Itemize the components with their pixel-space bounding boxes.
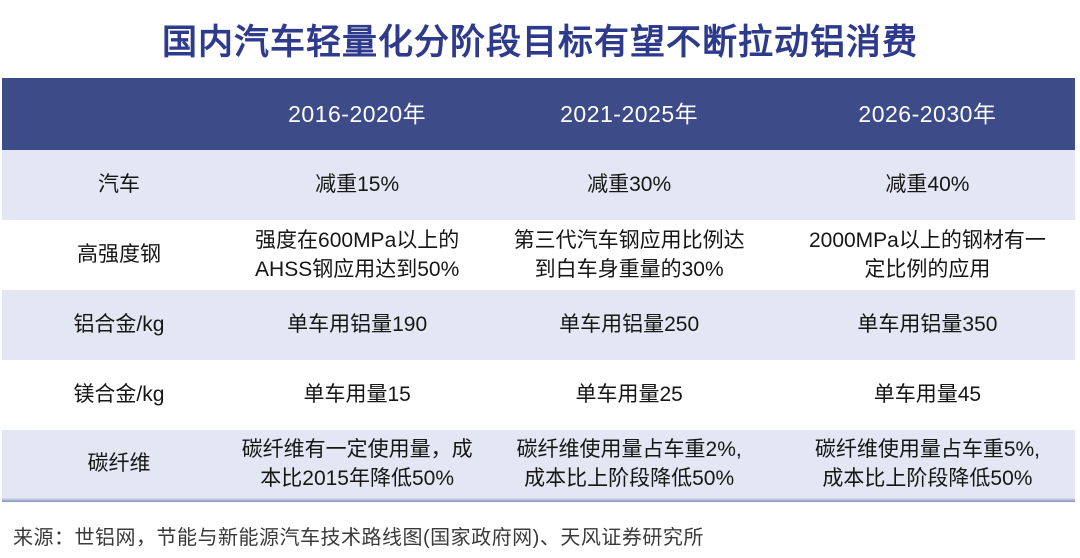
source-note: 来源：世铝网，节能与新能源汽车技术路线图(国家政府网)、天风证券研究所: [13, 527, 704, 549]
table-bottom-rule: [2, 498, 1075, 502]
table-cell: 碳纤维有一定使用量，成 本比2015年降低50%: [241, 437, 473, 490]
table-cell: 减重30%: [587, 173, 672, 197]
column-header-blank: [2, 78, 236, 150]
row-label-carbon-fiber: 碳纤维: [87, 452, 151, 476]
table-row-automobile: 汽车 减重15% 减重30% 减重40%: [2, 150, 1075, 220]
column-header-2016-2020: 2016-2020年: [288, 100, 427, 127]
table-cell: 第三代汽车钢应用比例达 到白车身重量的30%: [513, 228, 745, 281]
row-label-aluminum-alloy: 铝合金/kg: [73, 313, 165, 337]
table-cell: 强度在600MPa以上的 AHSS钢应用达到50%: [255, 228, 460, 281]
column-header-2021-2025: 2021-2025年: [560, 100, 699, 127]
table-cell: 单车用铝量190: [287, 313, 428, 337]
table-cell: 单车用量45: [873, 383, 982, 407]
column-header-2026-2030: 2026-2030年: [858, 100, 997, 127]
table-cell: 单车用铝量350: [857, 313, 998, 337]
table-cell: 减重15%: [315, 173, 400, 197]
table-row-carbon-fiber: 碳纤维 碳纤维有一定使用量，成 本比2015年降低50% 碳纤维使用量占车重2%…: [2, 430, 1075, 498]
figure-title: 国内汽车轻量化分阶段目标有望不断拉动铝消费: [161, 22, 918, 62]
table-row-magnesium-alloy: 镁合金/kg 单车用量15 单车用量25 单车用量45: [2, 360, 1075, 430]
table-header-row: 2016-2020年 2021-2025年 2026-2030年: [2, 78, 1075, 150]
table-cell: 单车用量15: [303, 383, 411, 407]
row-label-high-strength-steel: 高强度钢: [76, 243, 161, 267]
table-row-high-strength-steel: 高强度钢 强度在600MPa以上的 AHSS钢应用达到50% 第三代汽车钢应用比…: [2, 220, 1075, 290]
lightweighting-targets-table: 2016-2020年 2021-2025年 2026-2030年 汽车 减重15…: [2, 78, 1075, 498]
table-cell: 2000MPa以上的钢材有一 定比例的应用: [808, 228, 1046, 281]
row-label-automobile: 汽车: [97, 173, 140, 197]
table-row-aluminum-alloy: 铝合金/kg 单车用铝量190 单车用铝量250 单车用铝量350: [2, 290, 1075, 360]
row-label-magnesium-alloy: 镁合金/kg: [73, 383, 165, 407]
table-cell: 单车用量25: [575, 383, 683, 407]
table-cell: 碳纤维使用量占车重5%, 成本比上阶段降低50%: [814, 437, 1041, 490]
table-cell: 单车用铝量250: [559, 313, 700, 337]
table-cell: 减重40%: [885, 173, 970, 197]
table-cell: 碳纤维使用量占车重2%, 成本比上阶段降低50%: [516, 437, 742, 490]
